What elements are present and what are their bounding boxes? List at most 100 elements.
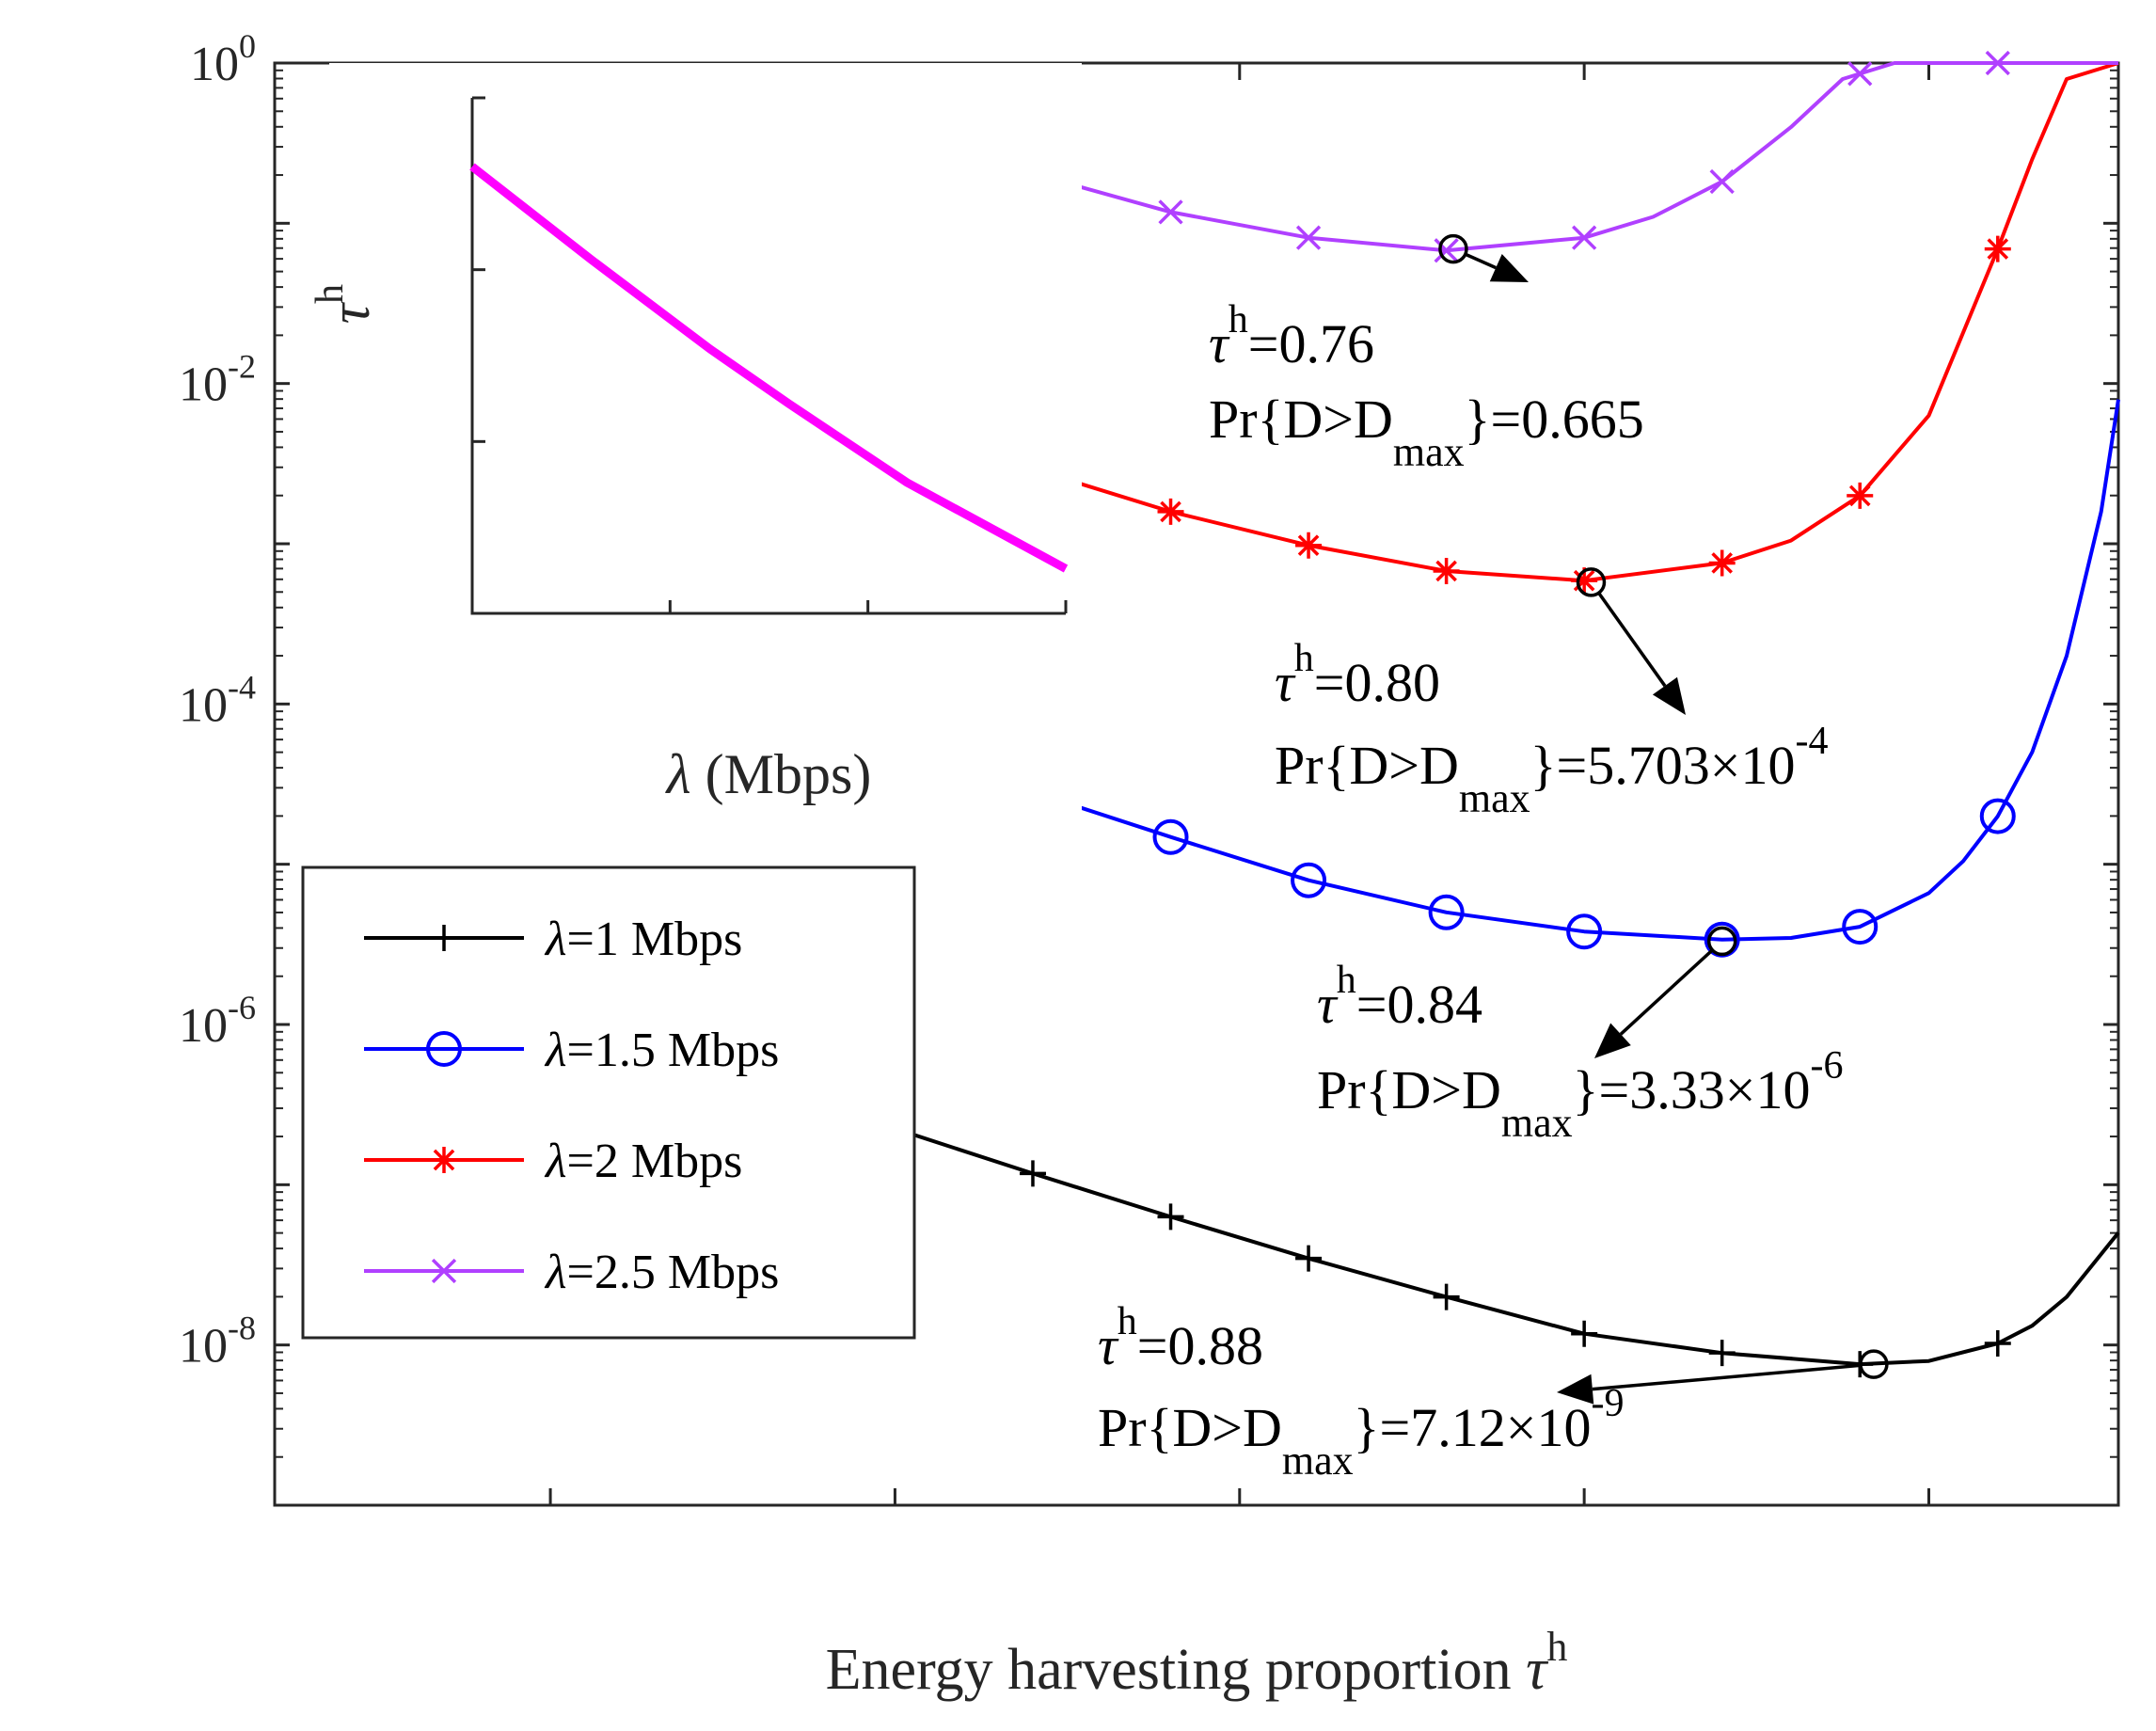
annotation-arrowhead — [1557, 1374, 1594, 1405]
data-point-marker — [1709, 168, 1735, 195]
marker-circle — [1566, 913, 1603, 950]
data-point-marker — [1847, 61, 1873, 87]
legend-item-3: λ=2 Mbps — [364, 1135, 742, 1188]
data-point-marker — [1295, 532, 1323, 559]
legend-label: λ=2.5 Mbps — [544, 1246, 779, 1299]
marker-circle — [1979, 798, 2016, 834]
annotation-3: τh=0.84 Pr{D>Dmax}=3.33×10-6 — [1317, 926, 1843, 1146]
series-line — [894, 399, 2120, 942]
data-point-marker — [1708, 1340, 1736, 1367]
data-point-marker — [1566, 913, 1603, 950]
data-point-marker — [1571, 567, 1598, 595]
inset-x-axis-label: λ (Mbps) — [665, 743, 872, 805]
annotation-point-circle — [1859, 1349, 1889, 1379]
data-point-marker — [1984, 235, 2011, 262]
data-point-marker — [431, 925, 457, 951]
data-point-marker — [1291, 862, 1327, 898]
y-tick-label: 100 — [190, 27, 256, 91]
marker-circle — [426, 1031, 462, 1067]
legend-label: λ=2 Mbps — [544, 1135, 742, 1188]
annotation-prob-text: Pr{D>Dmax}=3.33×10-6 — [1317, 1044, 1843, 1146]
annotation-prob-text: Pr{D>Dmax}=0.665 — [1209, 389, 1644, 475]
marker-star — [431, 1147, 457, 1173]
marker-star — [1433, 557, 1460, 584]
annotation-arrow-line — [1597, 593, 1667, 688]
legend — [301, 866, 916, 1340]
series-3 — [1067, 61, 2119, 595]
marker-cross — [1709, 168, 1735, 195]
marker-plus — [1019, 1160, 1046, 1187]
marker-circle — [1152, 818, 1189, 855]
annotation-prob-text: Pr{D>Dmax}=5.703×10-4 — [1275, 720, 1828, 821]
data-point-marker — [1295, 1245, 1323, 1272]
data-point-marker — [431, 1258, 457, 1284]
data-point-marker — [1708, 549, 1736, 577]
marker-star — [1847, 482, 1874, 509]
annotation-tau-text: τh=0.76 — [1209, 298, 1374, 374]
marker-circle — [1428, 894, 1465, 930]
data-point-marker — [1979, 798, 2016, 834]
marker-cross — [1158, 199, 1183, 225]
annotation-arrowhead — [1489, 253, 1529, 282]
marker-plus — [1571, 1320, 1598, 1347]
annotation-arrowhead — [1594, 1023, 1631, 1058]
data-point-marker — [1572, 225, 1597, 250]
marker-plus — [1157, 1203, 1184, 1231]
annotation-tau-text: τh=0.88 — [1098, 1300, 1263, 1376]
marker-cross — [1847, 61, 1873, 87]
marker-cross — [1434, 238, 1459, 263]
marker-plus — [1708, 1340, 1736, 1367]
marker-star — [1708, 549, 1736, 577]
annotation-point-circle — [1706, 926, 1737, 957]
data-point-marker — [1428, 894, 1465, 930]
marker-cross — [1985, 50, 2010, 76]
marker-cross — [431, 1258, 457, 1284]
data-point-marker — [1157, 1203, 1184, 1231]
data-point-marker — [1433, 1283, 1460, 1310]
data-point-marker — [1158, 199, 1183, 225]
data-point-marker — [1985, 50, 2010, 76]
annotation-tau-text: τh=0.80 — [1275, 637, 1440, 713]
legend-item-2: λ=1.5 Mbps — [364, 1024, 779, 1077]
marker-cross — [1295, 225, 1322, 250]
data-point-marker — [1984, 1329, 2011, 1357]
marker-star — [1157, 498, 1184, 525]
series-1 — [881, 1115, 2120, 1378]
data-point-marker — [1295, 225, 1322, 250]
data-point-marker — [426, 1031, 462, 1067]
annotation-arrow-line — [1619, 949, 1713, 1036]
annotation-tau-text: τh=0.84 — [1317, 959, 1482, 1035]
data-point-marker — [1842, 909, 1879, 945]
annotation-point-circle — [1438, 233, 1468, 264]
legend-label: λ=1.5 Mbps — [544, 1024, 779, 1077]
data-point-marker — [1157, 498, 1184, 525]
data-point-marker — [1434, 238, 1459, 263]
annotation-1: τh=0.76 Pr{D>Dmax}=0.665 — [1209, 233, 1644, 475]
data-point-marker — [1152, 818, 1189, 855]
marker-plus — [1984, 1329, 2011, 1357]
data-point-marker — [1019, 1160, 1046, 1187]
annotation-arrowhead — [1652, 676, 1686, 715]
marker-plus — [1295, 1245, 1323, 1272]
marker-cross — [1572, 225, 1597, 250]
inset-line — [469, 163, 1069, 573]
legend-item-4: λ=2.5 Mbps — [364, 1246, 779, 1299]
legend-label: λ=1 Mbps — [544, 913, 742, 966]
series-4 — [1067, 50, 2118, 263]
legend-item-1: λ=1 Mbps — [364, 913, 742, 966]
marker-star — [1295, 532, 1323, 559]
marker-circle — [1291, 862, 1327, 898]
y-tick-label: 10-4 — [179, 668, 256, 732]
annotation-prob-text: Pr{D>Dmax}=7.12×10-9 — [1098, 1382, 1624, 1484]
annotation-arrow-line — [1465, 253, 1497, 270]
inset-y-axis-label: τh — [309, 284, 381, 324]
inset-background — [329, 63, 1082, 823]
marker-plus — [431, 925, 457, 951]
data-point-marker — [1571, 1320, 1598, 1347]
marker-star — [1571, 567, 1598, 595]
x-axis-label: Energy harvesting proportion τh — [826, 1624, 1568, 1702]
data-point-marker — [1847, 482, 1874, 509]
